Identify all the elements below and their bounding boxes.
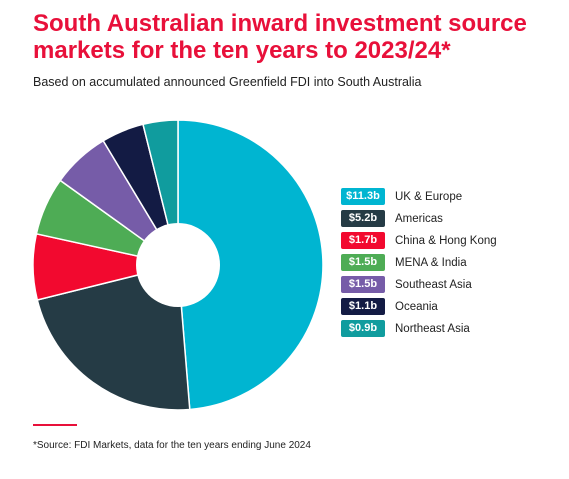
chart-title: South Australian inward investment sourc… (33, 10, 527, 64)
legend-value-badge: $11.3b (341, 188, 385, 205)
legend-label: Oceania (395, 300, 438, 313)
legend-item-uk-europe: $11.3b UK & Europe (341, 188, 497, 205)
legend-value-badge: $5.2b (341, 210, 385, 227)
legend-label: Southeast Asia (395, 278, 472, 291)
footnote-divider (33, 424, 77, 426)
legend-value-badge: $1.1b (341, 298, 385, 315)
slice-uk-europe (177, 119, 324, 411)
legend-item-northeast-asia: $0.9b Northeast Asia (341, 320, 497, 337)
legend-item-americas: $5.2b Americas (341, 210, 497, 227)
chart-subtitle: Based on accumulated announced Greenfiel… (33, 75, 422, 89)
legend-value-badge: $1.7b (341, 232, 385, 249)
legend-item-southeast-asia: $1.5b Southeast Asia (341, 276, 497, 293)
legend-item-oceania: $1.1b Oceania (341, 298, 497, 315)
legend-value-badge: $1.5b (341, 254, 385, 271)
legend-label: UK & Europe (395, 190, 463, 203)
slice-americas (36, 264, 191, 411)
source-footnote: *Source: FDI Markets, data for the ten y… (33, 440, 311, 451)
chart-legend: $11.3b UK & Europe $5.2b Americas $1.7b China… (341, 188, 497, 342)
legend-label: MENA & India (395, 256, 467, 269)
legend-item-mena-india: $1.5b MENA & India (341, 254, 497, 271)
legend-label: China & Hong Kong (395, 234, 497, 247)
legend-value-badge: $0.9b (341, 320, 385, 337)
legend-item-china-hong-kong: $1.7b China & Hong Kong (341, 232, 497, 249)
legend-label: Northeast Asia (395, 322, 470, 335)
legend-value-badge: $1.5b (341, 276, 385, 293)
legend-label: Americas (395, 212, 443, 225)
donut-hole (136, 223, 220, 307)
